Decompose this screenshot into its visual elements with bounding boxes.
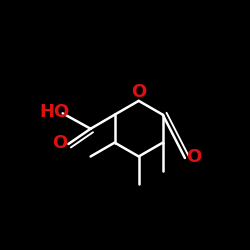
Text: O: O (186, 148, 201, 166)
Text: O: O (131, 83, 146, 101)
Text: O: O (52, 134, 68, 152)
Text: HO: HO (40, 104, 70, 122)
